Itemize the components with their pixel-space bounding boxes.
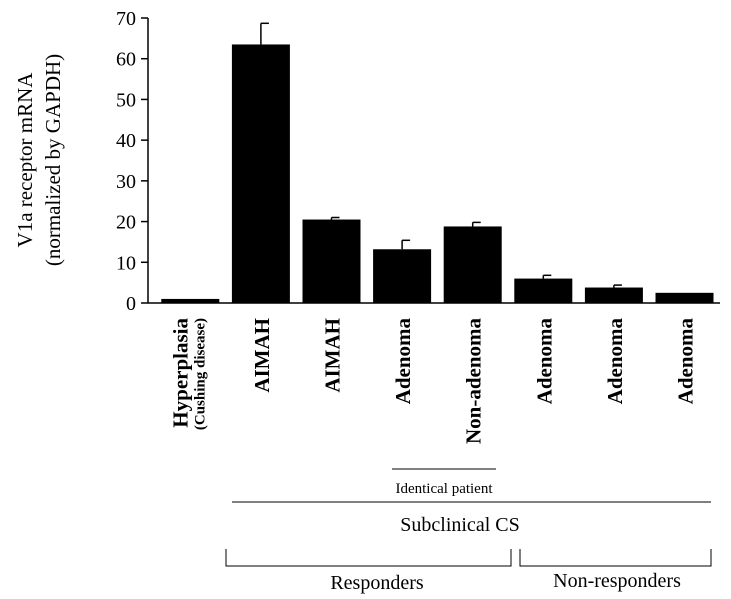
x-category-label: Adenoma [603, 318, 627, 405]
bar [161, 298, 220, 303]
non-responders-bracket [519, 549, 712, 567]
x-category-label: Non-adenoma [462, 318, 486, 445]
y-tick-label: 70 [116, 8, 136, 30]
x-category-label: AIMAH [321, 318, 345, 393]
y-tick-label: 30 [116, 171, 136, 193]
bar [373, 249, 432, 303]
y-tick-label: 60 [116, 49, 136, 71]
x-category-label: Adenoma [532, 318, 556, 405]
bar [655, 292, 714, 303]
x-category-labels: Hyperplasia (Cushing disease) AIMAH AIMAH Ad… [168, 318, 697, 445]
y-axis-title-line1: V1a receptor mRNA [13, 72, 37, 248]
responders-label: Responders [330, 572, 424, 594]
bar [302, 219, 361, 303]
y-axis-title: V1a receptor mRNA (normalized by GAPDH) [13, 54, 65, 266]
bars [161, 44, 714, 303]
y-axis-title-line2: (normalized by GAPDH) [41, 54, 65, 266]
error-bars [260, 22, 622, 288]
x-category-label: Adenoma [391, 318, 415, 405]
bar [584, 287, 643, 303]
x-category-label: AIMAH [250, 318, 274, 393]
y-tick-label: 50 [116, 89, 136, 111]
bar [443, 226, 502, 303]
y-tick-label: 0 [126, 293, 136, 315]
y-ticks: 0 10 20 30 40 50 60 70 [116, 8, 148, 315]
non-responders-label: Non-responders [553, 570, 681, 592]
y-tick-label: 10 [116, 252, 136, 274]
y-tick-label: 20 [116, 212, 136, 234]
x-category-label: Adenoma [674, 318, 698, 405]
bar [514, 278, 573, 303]
responders-bracket [225, 549, 512, 567]
y-tick-label: 40 [116, 130, 136, 152]
x-category-label: Hyperplasia [168, 318, 192, 428]
subclinical-label: Subclinical CS [400, 514, 519, 536]
x-category-sublabel: (Cushing disease) [192, 318, 208, 430]
identical-patient-label: Identical patient [395, 481, 493, 497]
bar [231, 44, 290, 303]
